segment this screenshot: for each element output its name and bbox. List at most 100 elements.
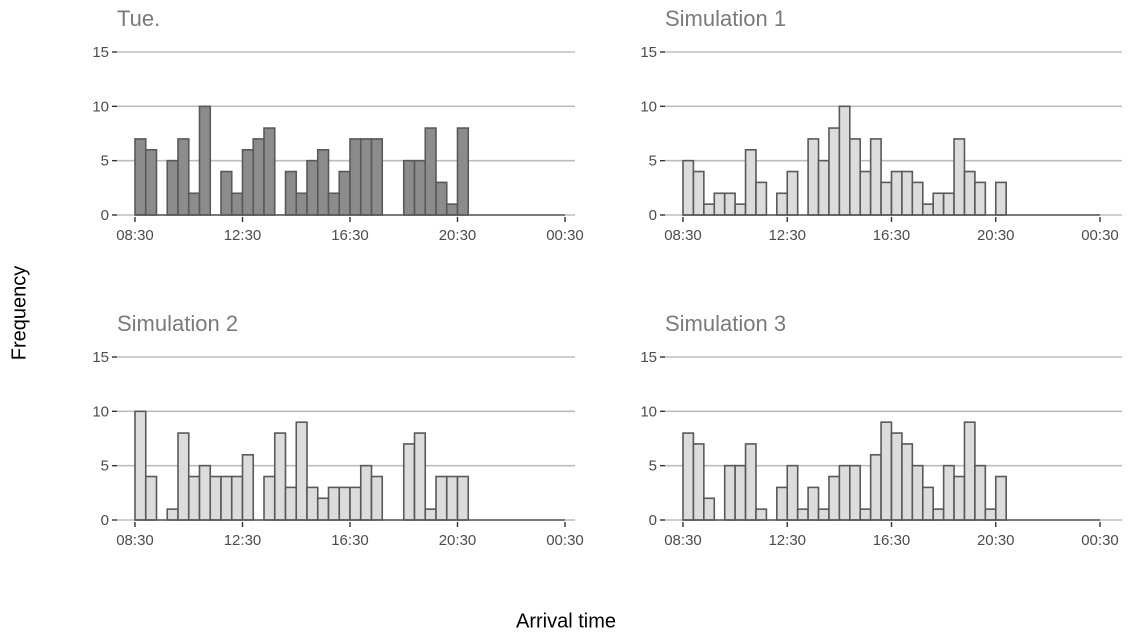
histogram-bar <box>869 453 882 521</box>
histogram-bar <box>848 138 862 216</box>
x-tick-label: 12:30 <box>768 532 806 549</box>
x-tick-label: 20:30 <box>977 532 1015 549</box>
histogram-bar <box>890 432 903 521</box>
histogram-bar <box>713 192 726 216</box>
x-tick-label: 00:30 <box>1081 227 1119 244</box>
histogram-bar <box>786 170 799 216</box>
histogram-bar <box>306 486 319 521</box>
histogram-bar <box>921 203 935 216</box>
histogram-bar <box>734 464 747 521</box>
histogram-bar <box>890 170 903 216</box>
histogram-bar <box>230 475 244 521</box>
histogram-bar <box>974 464 987 521</box>
histogram-bar <box>880 181 893 216</box>
histogram-bar <box>932 192 945 216</box>
x-axis-label: Arrival time <box>515 610 617 633</box>
histogram-bar <box>692 443 705 521</box>
histogram-bar <box>370 138 384 216</box>
x-tick-label: 16:30 <box>331 227 369 244</box>
histogram-bar <box>692 170 705 216</box>
y-tick-label: 5 <box>649 153 657 170</box>
histogram-bar <box>424 508 437 521</box>
y-tick-label: 15 <box>640 44 657 61</box>
histogram-bar <box>974 181 987 216</box>
x-tick-label: 16:30 <box>873 532 911 549</box>
x-tick-label: 08:30 <box>664 227 702 244</box>
histogram-bar <box>703 497 716 521</box>
histogram-bar <box>241 149 255 216</box>
x-tick-label: 20:30 <box>439 227 477 244</box>
histogram-bar <box>263 475 276 521</box>
histogram-bar <box>349 138 362 216</box>
x-tick-label: 16:30 <box>331 532 369 549</box>
histogram-bar <box>327 486 341 521</box>
y-tick-label: 10 <box>92 98 109 115</box>
y-tick-label: 10 <box>640 403 657 420</box>
y-tick-label: 0 <box>101 512 109 529</box>
histogram-bar <box>435 181 448 216</box>
histogram-bar <box>134 138 147 216</box>
panel-title: Simulation 2 <box>117 311 238 336</box>
histogram-bar <box>828 475 841 521</box>
histogram-bar <box>932 508 945 521</box>
histogram-bar <box>807 138 820 216</box>
histogram-bar <box>413 432 427 521</box>
histogram-bar <box>994 181 1007 216</box>
histogram-bar <box>817 508 830 521</box>
y-tick-label: 10 <box>640 98 657 115</box>
panel-title: Simulation 3 <box>665 311 786 336</box>
histogram-bar <box>187 475 201 521</box>
histogram-bar <box>901 443 914 521</box>
histogram-bar <box>456 475 470 521</box>
y-tick-label: 5 <box>101 153 109 170</box>
histogram-bar <box>942 192 955 216</box>
x-tick-label: 08:30 <box>664 532 702 549</box>
x-tick-label: 20:30 <box>977 227 1015 244</box>
histogram-bar <box>177 138 190 216</box>
histogram-bar <box>273 432 287 521</box>
panel-1: Simulation 1 0 5 10 15 08:30 12:30 16:30 20:30 00… <box>640 6 1122 244</box>
y-tick-label: 15 <box>92 349 109 366</box>
histogram-bar <box>402 443 416 521</box>
histogram-bar <box>942 464 955 521</box>
panel-0: Tue. 0 5 10 15 08:30 12:30 16:30 20:30 00:30 <box>92 6 583 244</box>
histogram-bar <box>828 127 841 216</box>
histogram-bar <box>144 149 158 216</box>
histogram-bar <box>807 486 820 521</box>
histogram-bar <box>901 170 914 216</box>
y-axis-label: Frequency <box>8 265 31 361</box>
histogram-bar <box>786 464 799 521</box>
histogram-bar <box>838 105 851 216</box>
histogram-bar <box>413 159 427 216</box>
x-tick-label: 12:30 <box>768 227 806 244</box>
x-tick-label: 16:30 <box>873 227 911 244</box>
histogram-bar <box>838 464 851 521</box>
histogram-bar <box>880 421 893 521</box>
histogram-bar <box>911 464 924 521</box>
histogram-bar <box>776 486 789 521</box>
histogram-bar <box>734 203 747 216</box>
x-tick-label: 00:30 <box>546 532 584 549</box>
panel-title: Simulation 1 <box>665 6 786 31</box>
histogram-bar <box>166 508 179 521</box>
histogram-bar <box>921 486 935 521</box>
histogram-bar <box>209 475 222 521</box>
histogram-bar <box>166 159 179 216</box>
histogram-bar <box>682 159 695 216</box>
histogram-bar <box>963 170 976 216</box>
histogram-bar <box>994 475 1007 521</box>
histogram-bar <box>230 192 244 216</box>
histogram-bar <box>755 181 768 216</box>
x-tick-label: 00:30 <box>546 227 584 244</box>
histogram-bar <box>963 421 976 521</box>
histogram-bar <box>848 464 862 521</box>
histogram-bar <box>445 203 459 216</box>
histogram-bar <box>859 508 872 521</box>
histogram-bar <box>252 138 265 216</box>
histogram-bar <box>744 443 757 521</box>
histogram-bar <box>134 410 147 521</box>
x-tick-label: 12:30 <box>224 532 262 549</box>
histogram-bar <box>198 105 212 216</box>
